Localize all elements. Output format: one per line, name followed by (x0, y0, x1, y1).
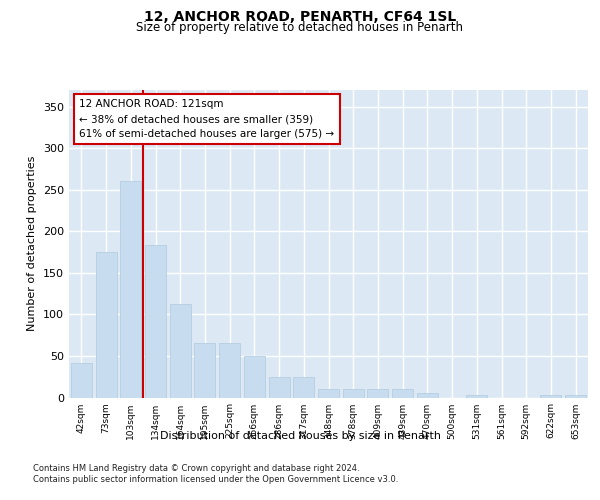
Text: 12, ANCHOR ROAD, PENARTH, CF64 1SL: 12, ANCHOR ROAD, PENARTH, CF64 1SL (144, 10, 456, 24)
Text: Contains public sector information licensed under the Open Government Licence v3: Contains public sector information licen… (33, 475, 398, 484)
Bar (392, 389, 413, 398)
Bar (194, 344, 215, 398)
Y-axis label: Number of detached properties: Number of detached properties (28, 156, 37, 332)
Bar (343, 389, 364, 398)
Bar (466, 395, 487, 398)
Bar (219, 344, 240, 398)
Bar (170, 304, 191, 398)
Bar (541, 395, 562, 398)
Text: Contains HM Land Registry data © Crown copyright and database right 2024.: Contains HM Land Registry data © Crown c… (33, 464, 359, 473)
Bar (71, 362, 92, 398)
Bar (417, 394, 438, 398)
Text: 12 ANCHOR ROAD: 121sqm
← 38% of detached houses are smaller (359)
61% of semi-de: 12 ANCHOR ROAD: 121sqm ← 38% of detached… (79, 99, 335, 139)
Bar (95, 252, 116, 398)
Bar (269, 376, 290, 398)
Bar (145, 246, 166, 398)
Bar (367, 389, 388, 398)
Bar (318, 389, 339, 398)
Bar (293, 376, 314, 398)
Bar (120, 180, 141, 398)
Text: Distribution of detached houses by size in Penarth: Distribution of detached houses by size … (160, 431, 440, 441)
Text: Size of property relative to detached houses in Penarth: Size of property relative to detached ho… (137, 22, 464, 35)
Bar (244, 356, 265, 398)
Bar (565, 395, 586, 398)
